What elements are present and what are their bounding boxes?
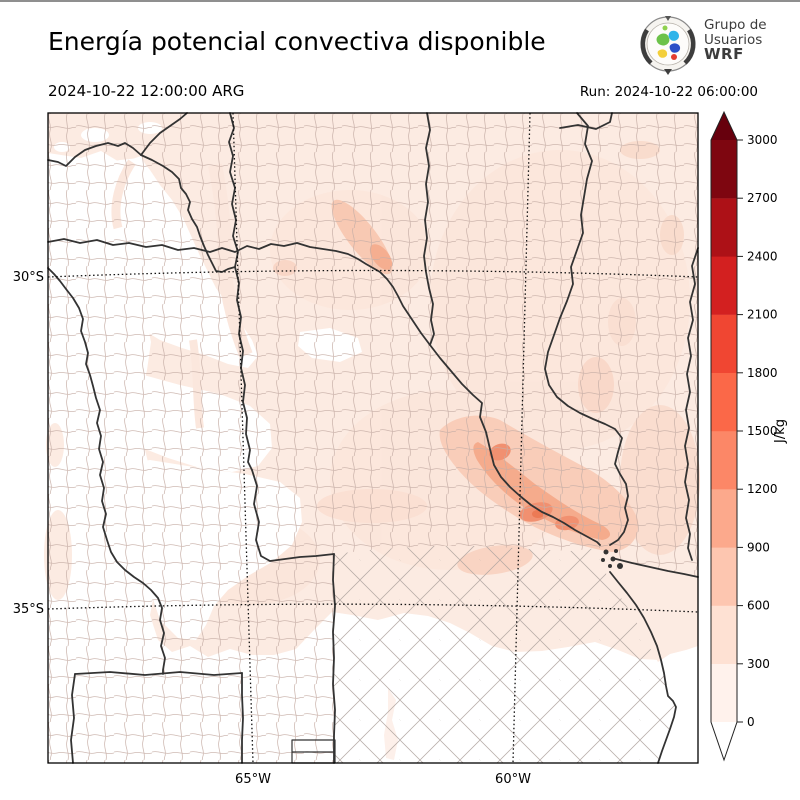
logo-line-1: Grupo de [704,17,767,33]
wrf-logo-emblem-icon [640,16,696,75]
province-boundaries [47,112,699,764]
map-frame [47,112,699,764]
logo-line-3: WRF [704,45,744,63]
top-border [0,0,800,2]
colorbar-over-arrow [711,112,737,140]
colorbar-swatch-6 [711,314,737,373]
lon-label-65w: 65°W [235,772,271,787]
colorbar-swatch-2 [711,547,737,606]
gridline-30s [47,269,699,278]
gridline-60w [512,112,531,764]
page-title: Energía potencial convectiva disponible [48,27,546,56]
colorbar-swatch-1 [711,605,737,664]
colorbar-tick-1200: 1200 [747,482,778,496]
colorbar-tick-300: 300 [747,657,770,671]
logo-line-2: Usuarios [704,31,763,48]
colorbar-tick-0: 0 [747,715,755,729]
colorbar-swatch-9 [711,140,737,199]
colorbar-swatch-3 [711,489,737,548]
gridline-65w [232,112,254,764]
colorbar-tick-1800: 1800 [747,366,778,380]
colorbar-swatch-5 [711,372,737,432]
map-canvas: 30°S 35°S 65°W 60°W [13,112,700,787]
colorbar-tick-2100: 2100 [747,308,778,322]
run-time-label: Run: 2024-10-22 06:00:00 [579,84,758,100]
colorbar-tickmarks [737,139,743,723]
colorbar-tick-600: 600 [747,599,770,613]
colorbar-tick-1500: 1500 [747,424,778,438]
colorbar-tick-2400: 2400 [747,249,778,263]
colorbar-tick-900: 900 [747,540,770,554]
colorbar-swatch-8 [711,198,737,257]
colorbar-swatch-4 [711,431,737,490]
valid-time-label: 2024-10-22 12:00:00 ARG [48,82,245,100]
lon-label-60w: 60°W [495,772,531,787]
colorbar-swatch-0 [711,663,737,723]
lat-label-30s: 30°S [13,270,44,285]
lat-label-35s: 35°S [13,602,44,617]
colorbar-tick-2700: 2700 [747,191,778,205]
graticule [47,112,699,764]
wrf-logo-text: Grupo de Usuarios WRF [704,18,767,62]
colorbar: 0 300 600 900 1200 1500 1800 2100 2400 2… [710,110,788,762]
gridline-35s [47,603,699,613]
colorbar-tick-3000: 3000 [747,133,778,147]
colorbar-tick-labels: 0 300 600 900 1200 1500 1800 2100 2400 2… [747,133,778,729]
colorbar-swatch-7 [711,256,737,315]
colorbar-unit-label: J/kg [773,419,788,444]
wrf-logo: Grupo de Usuarios WRF [638,14,798,78]
colorbar-under-arrow [711,722,737,760]
parana-delta [601,549,623,569]
